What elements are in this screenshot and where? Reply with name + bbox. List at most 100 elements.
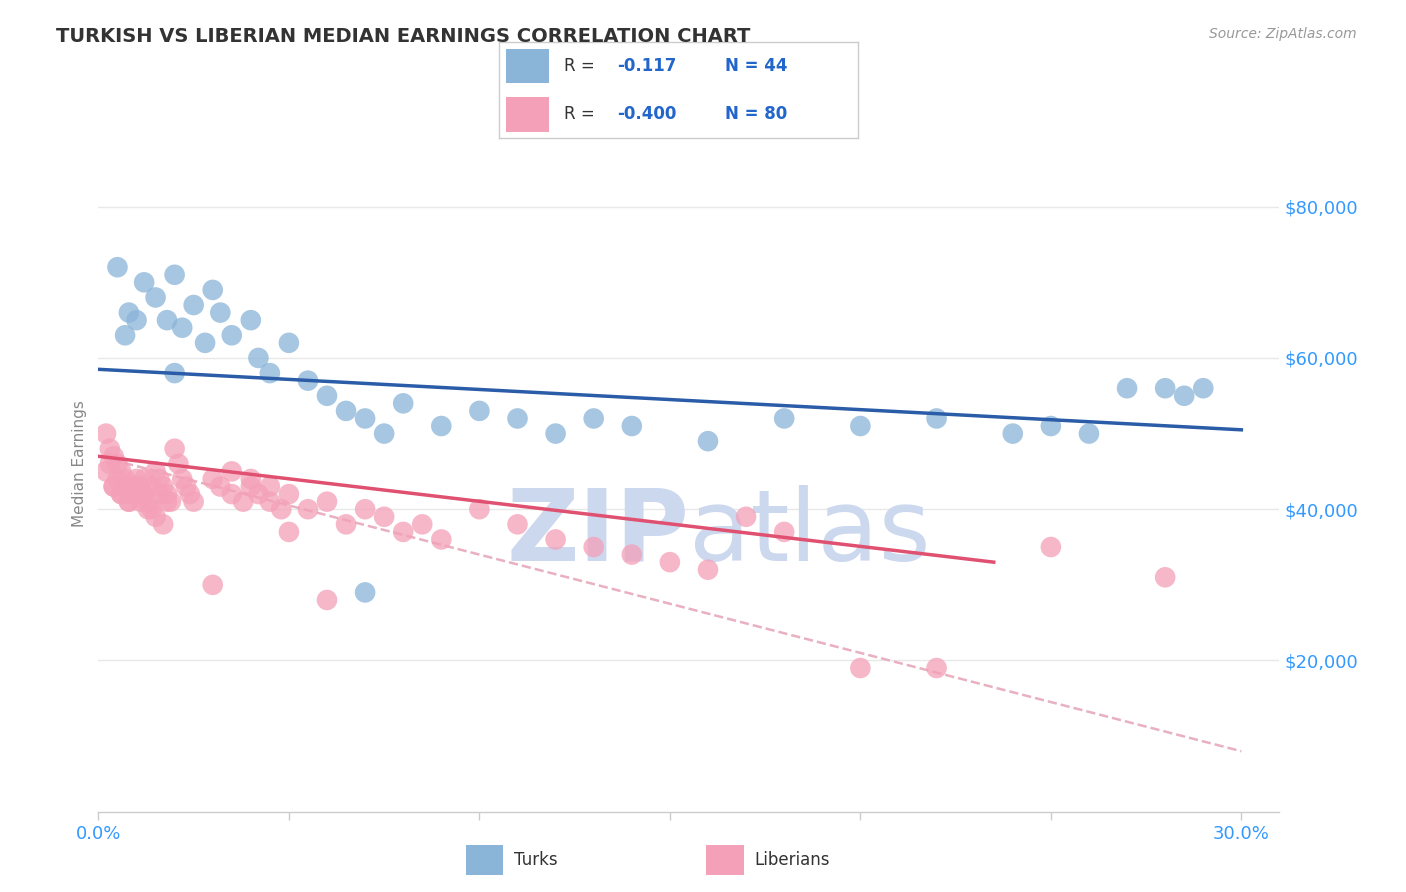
Text: -0.400: -0.400 (617, 105, 676, 123)
Point (277, 335, 299, 350)
Point (221, 464, 243, 478)
Point (98, 457, 121, 471)
Point (239, 479, 262, 493)
Point (277, 524, 299, 539)
Point (136, 502, 159, 516)
Point (141, 479, 163, 493)
Text: -0.117: -0.117 (617, 57, 676, 75)
Point (773, 524, 796, 539)
Point (94, 426, 117, 441)
Point (773, 411, 796, 425)
Point (148, 472, 170, 486)
Point (194, 335, 217, 350)
Point (107, 260, 129, 275)
Point (925, 411, 948, 425)
Point (849, 661, 872, 675)
Point (925, 661, 948, 675)
Point (297, 502, 319, 516)
Point (506, 517, 529, 532)
Text: ZIP: ZIP (506, 485, 689, 582)
Point (209, 479, 232, 493)
Point (373, 509, 395, 524)
Point (1173, 389, 1195, 403)
Point (129, 494, 152, 508)
Point (239, 313, 262, 327)
Y-axis label: Median Earnings: Median Earnings (72, 401, 87, 527)
Point (103, 450, 125, 464)
Point (259, 366, 281, 380)
Point (134, 487, 156, 501)
Point (392, 524, 415, 539)
Point (430, 419, 453, 434)
Point (468, 404, 491, 418)
Point (129, 479, 152, 493)
Point (1001, 426, 1024, 441)
Point (201, 578, 224, 592)
Point (98, 442, 121, 456)
Point (411, 517, 433, 532)
Point (118, 305, 141, 319)
Point (544, 533, 567, 547)
Point (145, 509, 167, 524)
Point (121, 487, 143, 501)
Point (247, 351, 270, 365)
Point (232, 494, 254, 508)
Point (354, 411, 377, 425)
Point (163, 268, 186, 282)
Point (183, 494, 205, 508)
Point (121, 487, 143, 501)
Point (392, 396, 415, 410)
Text: R =: R = (564, 105, 600, 123)
Point (582, 411, 605, 425)
Point (468, 502, 491, 516)
Point (156, 313, 179, 327)
Point (114, 472, 136, 486)
Point (172, 320, 194, 334)
Point (94, 464, 117, 478)
Text: Liberians: Liberians (755, 851, 830, 869)
Point (697, 434, 720, 449)
Point (167, 457, 190, 471)
Point (179, 487, 201, 501)
Point (1039, 540, 1062, 554)
Point (156, 487, 179, 501)
Point (125, 479, 148, 493)
Point (110, 487, 132, 501)
Point (354, 502, 377, 516)
Point (335, 517, 357, 532)
Text: R =: R = (564, 57, 600, 75)
Point (1154, 381, 1177, 395)
Point (335, 404, 357, 418)
Point (316, 593, 339, 607)
Point (221, 487, 243, 501)
Point (163, 366, 186, 380)
Text: N = 80: N = 80 (725, 105, 787, 123)
Point (1039, 419, 1062, 434)
Point (134, 472, 156, 486)
Point (145, 464, 167, 478)
Point (316, 494, 339, 508)
Point (209, 305, 232, 319)
Point (183, 298, 205, 312)
Point (582, 540, 605, 554)
Text: TURKISH VS LIBERIAN MEDIAN EARNINGS CORRELATION CHART: TURKISH VS LIBERIAN MEDIAN EARNINGS CORR… (56, 27, 751, 45)
Point (620, 548, 643, 562)
Point (277, 487, 299, 501)
Point (1154, 570, 1177, 584)
Point (152, 479, 174, 493)
Point (118, 494, 141, 508)
Text: Turks: Turks (515, 851, 558, 869)
Point (620, 419, 643, 434)
Point (735, 509, 758, 524)
Bar (465, 845, 503, 875)
Point (506, 411, 529, 425)
Point (125, 472, 148, 486)
Point (141, 502, 163, 516)
Point (148, 487, 170, 501)
Point (110, 464, 132, 478)
Point (159, 494, 181, 508)
Point (247, 487, 270, 501)
Point (110, 487, 132, 501)
Point (1116, 381, 1139, 395)
Point (114, 328, 136, 343)
